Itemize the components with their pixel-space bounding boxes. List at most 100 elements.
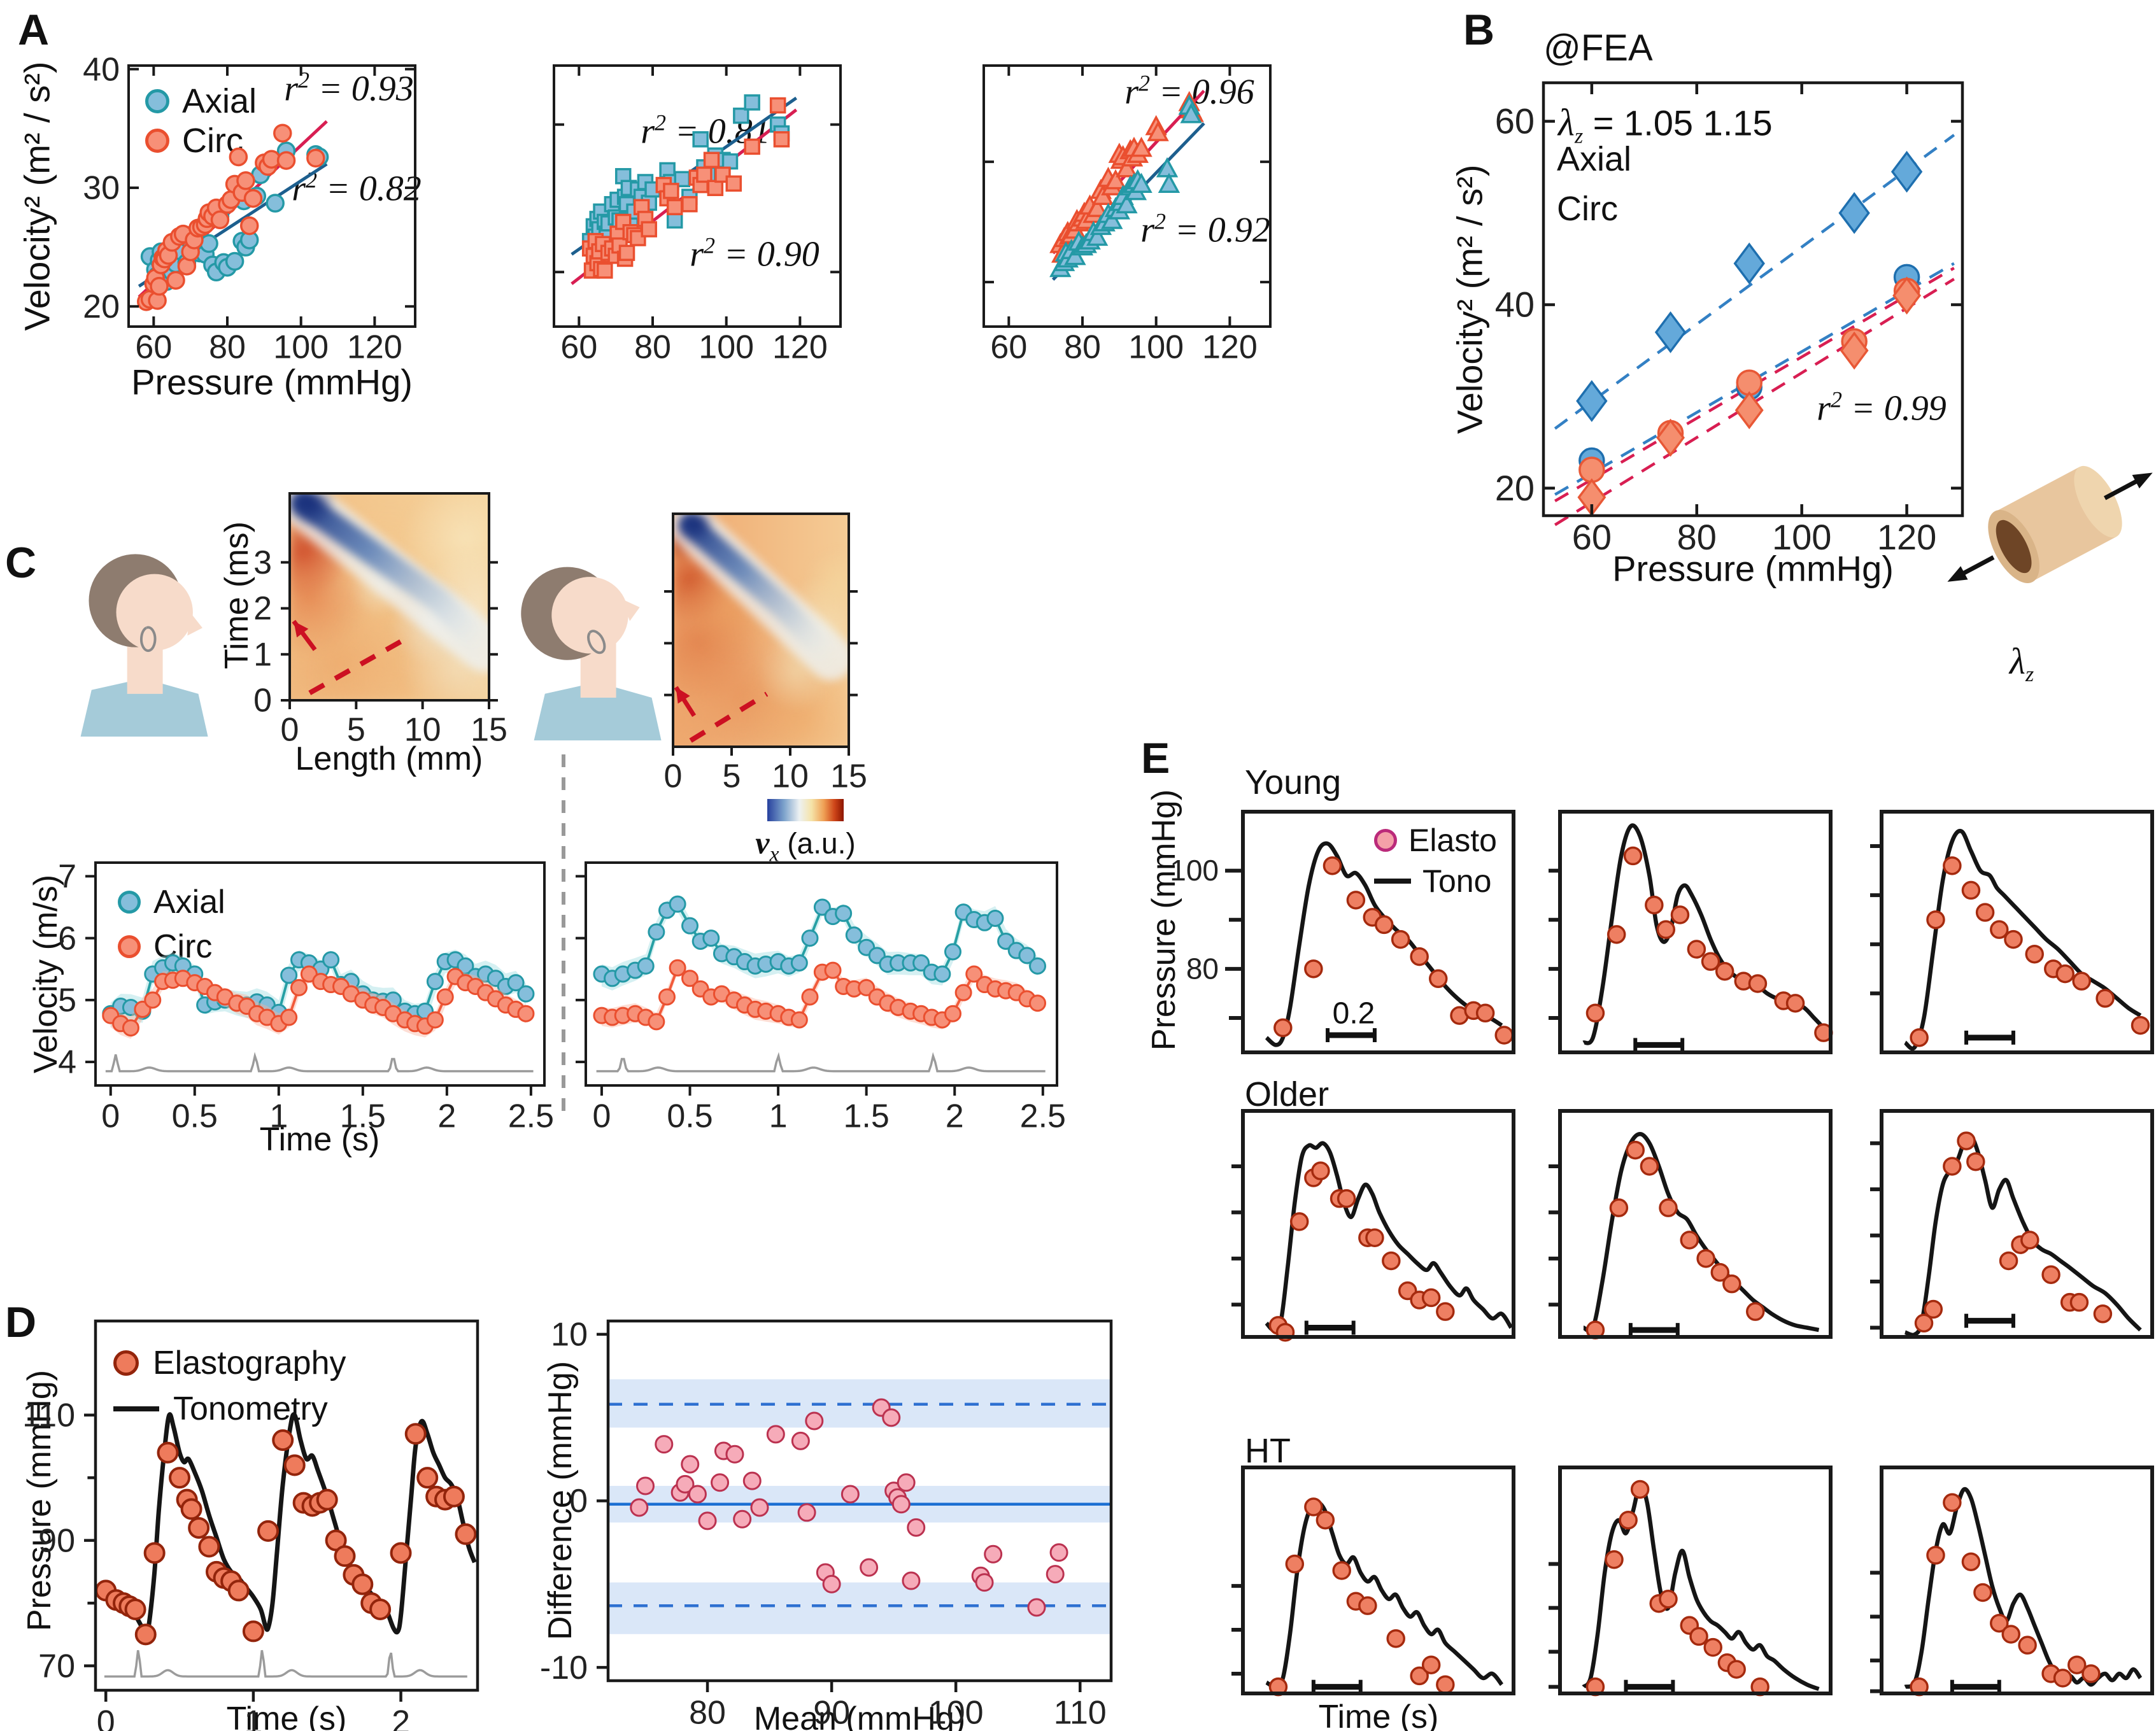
chart-DR: 80 90 100 110 -10 0 10 [540, 1317, 1113, 1731]
panel-e-legend: Elasto Tono [1374, 820, 1497, 901]
elastography-label: Elastography [153, 1345, 346, 1381]
panel-b-axial-label: Axial [1557, 140, 1632, 178]
chart-HM2: 0 5 10 15 [664, 512, 867, 795]
svg-text:20: 20 [83, 288, 120, 325]
svg-text:80: 80 [1186, 952, 1219, 985]
svg-text:0: 0 [97, 1704, 115, 1731]
svg-text:60: 60 [1495, 101, 1535, 141]
panel-a-legend: Axial Circ [145, 81, 257, 160]
svg-text:80: 80 [209, 329, 246, 365]
svg-text:1: 1 [244, 1704, 262, 1731]
svg-text:90: 90 [813, 1694, 850, 1731]
elasto-label: Elasto [1408, 823, 1497, 858]
chart-E23 [1870, 1109, 2154, 1339]
svg-text:15: 15 [830, 758, 867, 795]
chart-A2: 60 80 100 120 [553, 64, 842, 365]
svg-text:80: 80 [634, 329, 671, 365]
chart-E32 [1549, 1466, 1833, 1697]
svg-text:0: 0 [592, 1098, 611, 1134]
mean-xlabel: Mean (mmHg) [753, 1700, 966, 1731]
svg-text:10: 10 [404, 711, 441, 748]
ann-r2-096: r2 = 0.96 [1124, 70, 1254, 112]
head-illustration [80, 554, 208, 737]
time-xlabel: Time (s) [226, 1700, 347, 1731]
chart-CL: 0 0.5 1 1.5 2 2.5 4 5 6 7 [58, 858, 554, 1134]
svg-text:60: 60 [560, 329, 597, 365]
axial-marker-icon [145, 89, 169, 113]
svg-text:1: 1 [769, 1098, 788, 1134]
panel-b-xlabel: Pressure (mmHg) [1612, 548, 1894, 589]
chart-E12 [1549, 810, 1833, 1054]
chart-E33 [1870, 1466, 2154, 1697]
svg-text:5: 5 [347, 711, 365, 748]
svg-text:40: 40 [1495, 285, 1535, 325]
svg-text:120: 120 [347, 329, 402, 365]
svg-text:5: 5 [723, 758, 741, 795]
chart-E11: 100 80 [1170, 810, 1515, 1054]
panel-e-xlabel: Time (s) [1318, 1699, 1439, 1731]
svg-text:2: 2 [946, 1098, 964, 1134]
svg-text:0.5: 0.5 [667, 1098, 713, 1134]
chart-E31 [1231, 1466, 1515, 1697]
chart-E21 [1231, 1109, 1515, 1342]
svg-text:1.5: 1.5 [340, 1098, 386, 1134]
svg-text:15: 15 [471, 711, 507, 748]
axial-legend-label: Axial [153, 884, 225, 921]
svg-text:0: 0 [281, 711, 299, 748]
svg-text:40: 40 [83, 51, 120, 88]
cylinder-lambda-label: λz [2009, 640, 2034, 686]
heatmap-neutral [290, 493, 489, 700]
svg-text:60: 60 [135, 329, 172, 365]
panel-b-lambda-legend: λz = 1.05 1.15 [1558, 101, 1773, 148]
svg-text:-10: -10 [540, 1650, 588, 1686]
panel-d-letter: D [5, 1298, 37, 1346]
head-illustration [521, 567, 662, 740]
svg-text:1: 1 [253, 636, 272, 673]
svg-text:110: 110 [1054, 1694, 1107, 1731]
panel-b-title: @FEA [1543, 27, 1653, 69]
svg-text:30: 30 [83, 170, 120, 207]
svg-text:110: 110 [22, 1397, 75, 1434]
svg-text:6: 6 [58, 920, 76, 957]
heatmap-xlabel: Length (mm) [295, 740, 483, 777]
heatmap-extended [673, 514, 849, 747]
chart-HM1: 0 5 10 15 0 1 2 3 [253, 492, 507, 748]
chart-A1: 60 80 100 120 20 30 40 [83, 51, 416, 365]
svg-text:0: 0 [101, 1098, 120, 1134]
svg-text:0.5: 0.5 [172, 1098, 218, 1134]
svg-text:10: 10 [551, 1317, 588, 1353]
tono-label: Tono [1422, 863, 1492, 899]
svg-text:100: 100 [699, 329, 754, 365]
svg-text:100: 100 [273, 329, 329, 365]
panel-a-xlabel: Pressure (mmHg) [131, 362, 413, 402]
circ-marker-icon [118, 935, 141, 958]
row-label-ht: HT [1245, 1432, 1291, 1470]
velocity-xlabel: Time (s) [259, 1121, 380, 1158]
panel-d-legend: Elastography Tonometry [113, 1340, 346, 1432]
ann-r2-099: r2 = 0.99 [1817, 386, 1947, 428]
svg-text:0: 0 [253, 682, 272, 719]
colorbar [767, 799, 844, 821]
elasto-marker-icon [1374, 829, 1397, 852]
svg-text:2: 2 [253, 590, 272, 627]
tono-line-icon [1374, 879, 1411, 884]
svg-text:2.5: 2.5 [508, 1098, 554, 1134]
svg-text:60: 60 [990, 329, 1027, 365]
svg-text:60: 60 [1572, 517, 1612, 557]
colorbar-label: vx (a.u.) [755, 824, 856, 866]
svg-text:4: 4 [58, 1044, 76, 1081]
svg-text:80: 80 [689, 1694, 726, 1731]
row-label-young: Young [1245, 763, 1342, 802]
svg-text:120: 120 [772, 329, 828, 365]
svg-text:100: 100 [1772, 517, 1831, 557]
svg-text:1.5: 1.5 [844, 1098, 890, 1134]
panel-e-letter: E [1141, 734, 1170, 782]
panel-b-letter: B [1463, 6, 1495, 54]
svg-text:80: 80 [1064, 329, 1101, 365]
tonometry-line-icon [113, 1406, 159, 1411]
elastography-marker-icon [113, 1350, 139, 1376]
circ-marker-icon [145, 129, 169, 153]
chart-CR: 0 0.5 1 1.5 2 2.5 [576, 861, 1066, 1134]
